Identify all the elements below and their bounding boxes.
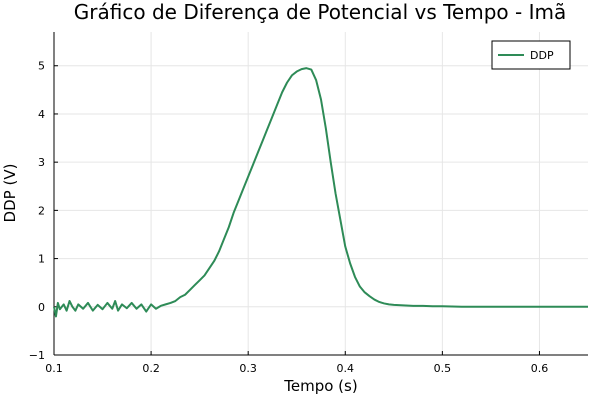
x-ticks: 0.1 0.2 0.3 0.4 0.5 0.6 [45,351,548,375]
x-axis-label: Tempo (s) [283,377,357,395]
series-line-ddp [53,67,588,318]
chart-title: Gráfico de Diferença de Potencial vs Tem… [74,0,566,24]
y-ticks: −1 0 1 2 3 4 5 [29,60,58,362]
legend-label: DDP [530,49,554,62]
y-tick-label: 1 [38,253,45,266]
y-tick-label: 4 [38,108,45,121]
axes [53,32,588,356]
x-tick-label: 0.1 [45,362,63,375]
x-tick-label: 0.2 [142,362,160,375]
x-tick-label: 0.5 [434,362,452,375]
legend: DDP [491,40,571,70]
series-group [53,67,588,318]
x-tick-label: 0.4 [337,362,355,375]
x-tick-label: 0.6 [531,362,549,375]
y-tick-label: 3 [38,156,45,169]
x-tick-label: 0.3 [239,362,257,375]
y-tick-label: 2 [38,204,45,217]
y-tick-label: 5 [38,60,45,73]
y-tick-label: −1 [29,349,45,362]
y-axis-label: DDP (V) [1,164,19,223]
y-tick-label: 0 [38,301,45,314]
